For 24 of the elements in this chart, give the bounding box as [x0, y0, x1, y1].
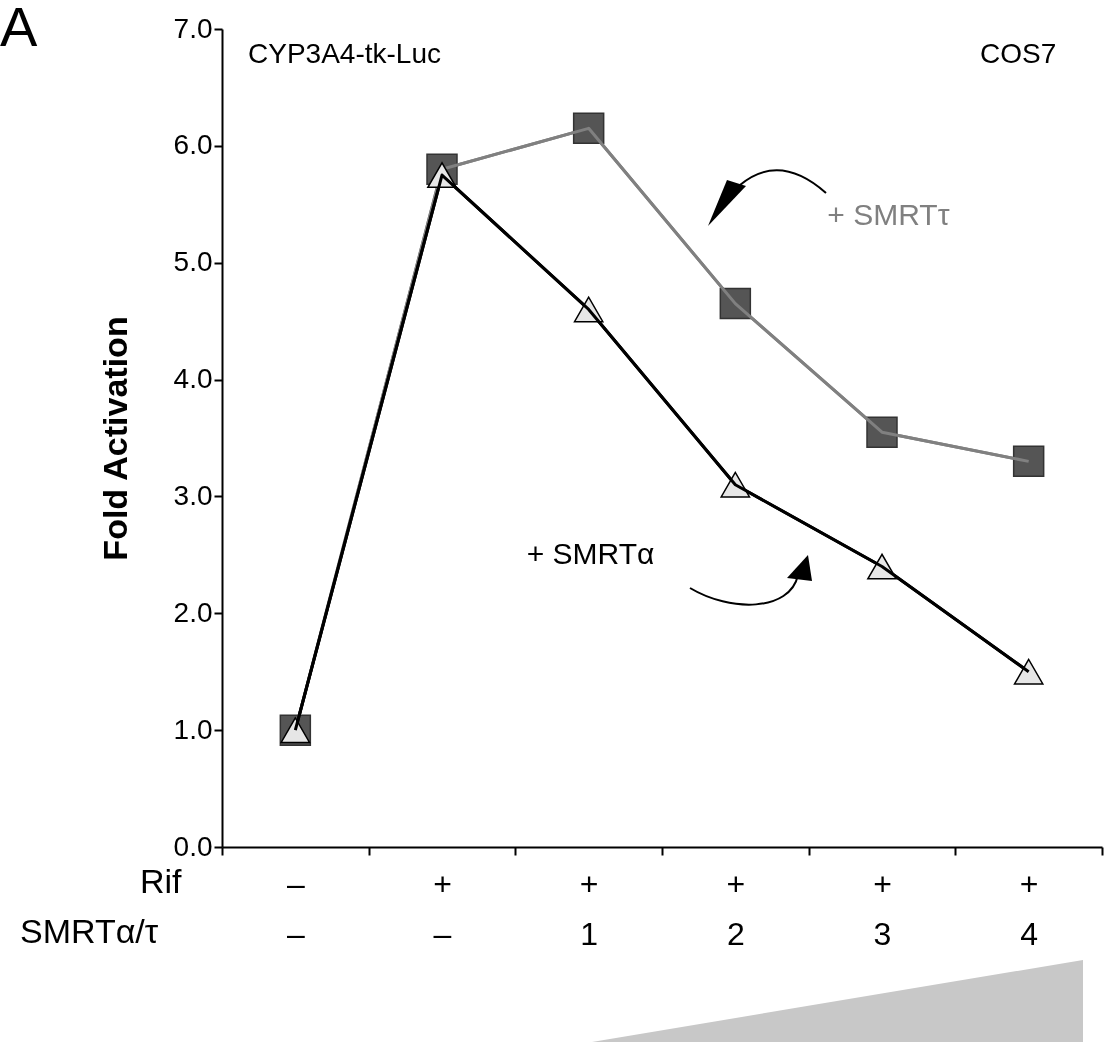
y-tick-label: 2.0: [173, 596, 213, 628]
x-tick-label: + 2: [726, 865, 746, 952]
y-tick-label: 3.0: [173, 479, 213, 511]
y-tick-label: 7.0: [173, 12, 213, 44]
point: [1012, 445, 1045, 478]
y-tick-label: 1.0: [173, 713, 213, 745]
annotation: COS7: [980, 38, 1057, 70]
text: Rif: [140, 862, 182, 901]
text: A: [0, 0, 38, 59]
x-tick-label: + 3: [873, 865, 892, 952]
x-tick-label: – –: [286, 865, 305, 952]
x-tick-label: + 1: [579, 865, 599, 952]
y-tick-label: 4.0: [173, 363, 213, 395]
y-tick-label: 6.0: [173, 129, 213, 161]
y-tick-label: 5.0: [173, 246, 213, 278]
text: SMRTα/τ: [20, 912, 159, 951]
text: + SMRTα: [526, 536, 655, 570]
x-tick-label: + 4: [1019, 865, 1039, 952]
y-tick-label: 0.0: [173, 830, 213, 862]
point: [1013, 658, 1044, 685]
text: + SMRTτ: [827, 197, 950, 231]
y-axis-title: Fold Activation: [95, 316, 134, 561]
annotation: CYP3A4-tk-Luc: [248, 38, 441, 70]
x-tick-label: + –: [433, 865, 452, 952]
